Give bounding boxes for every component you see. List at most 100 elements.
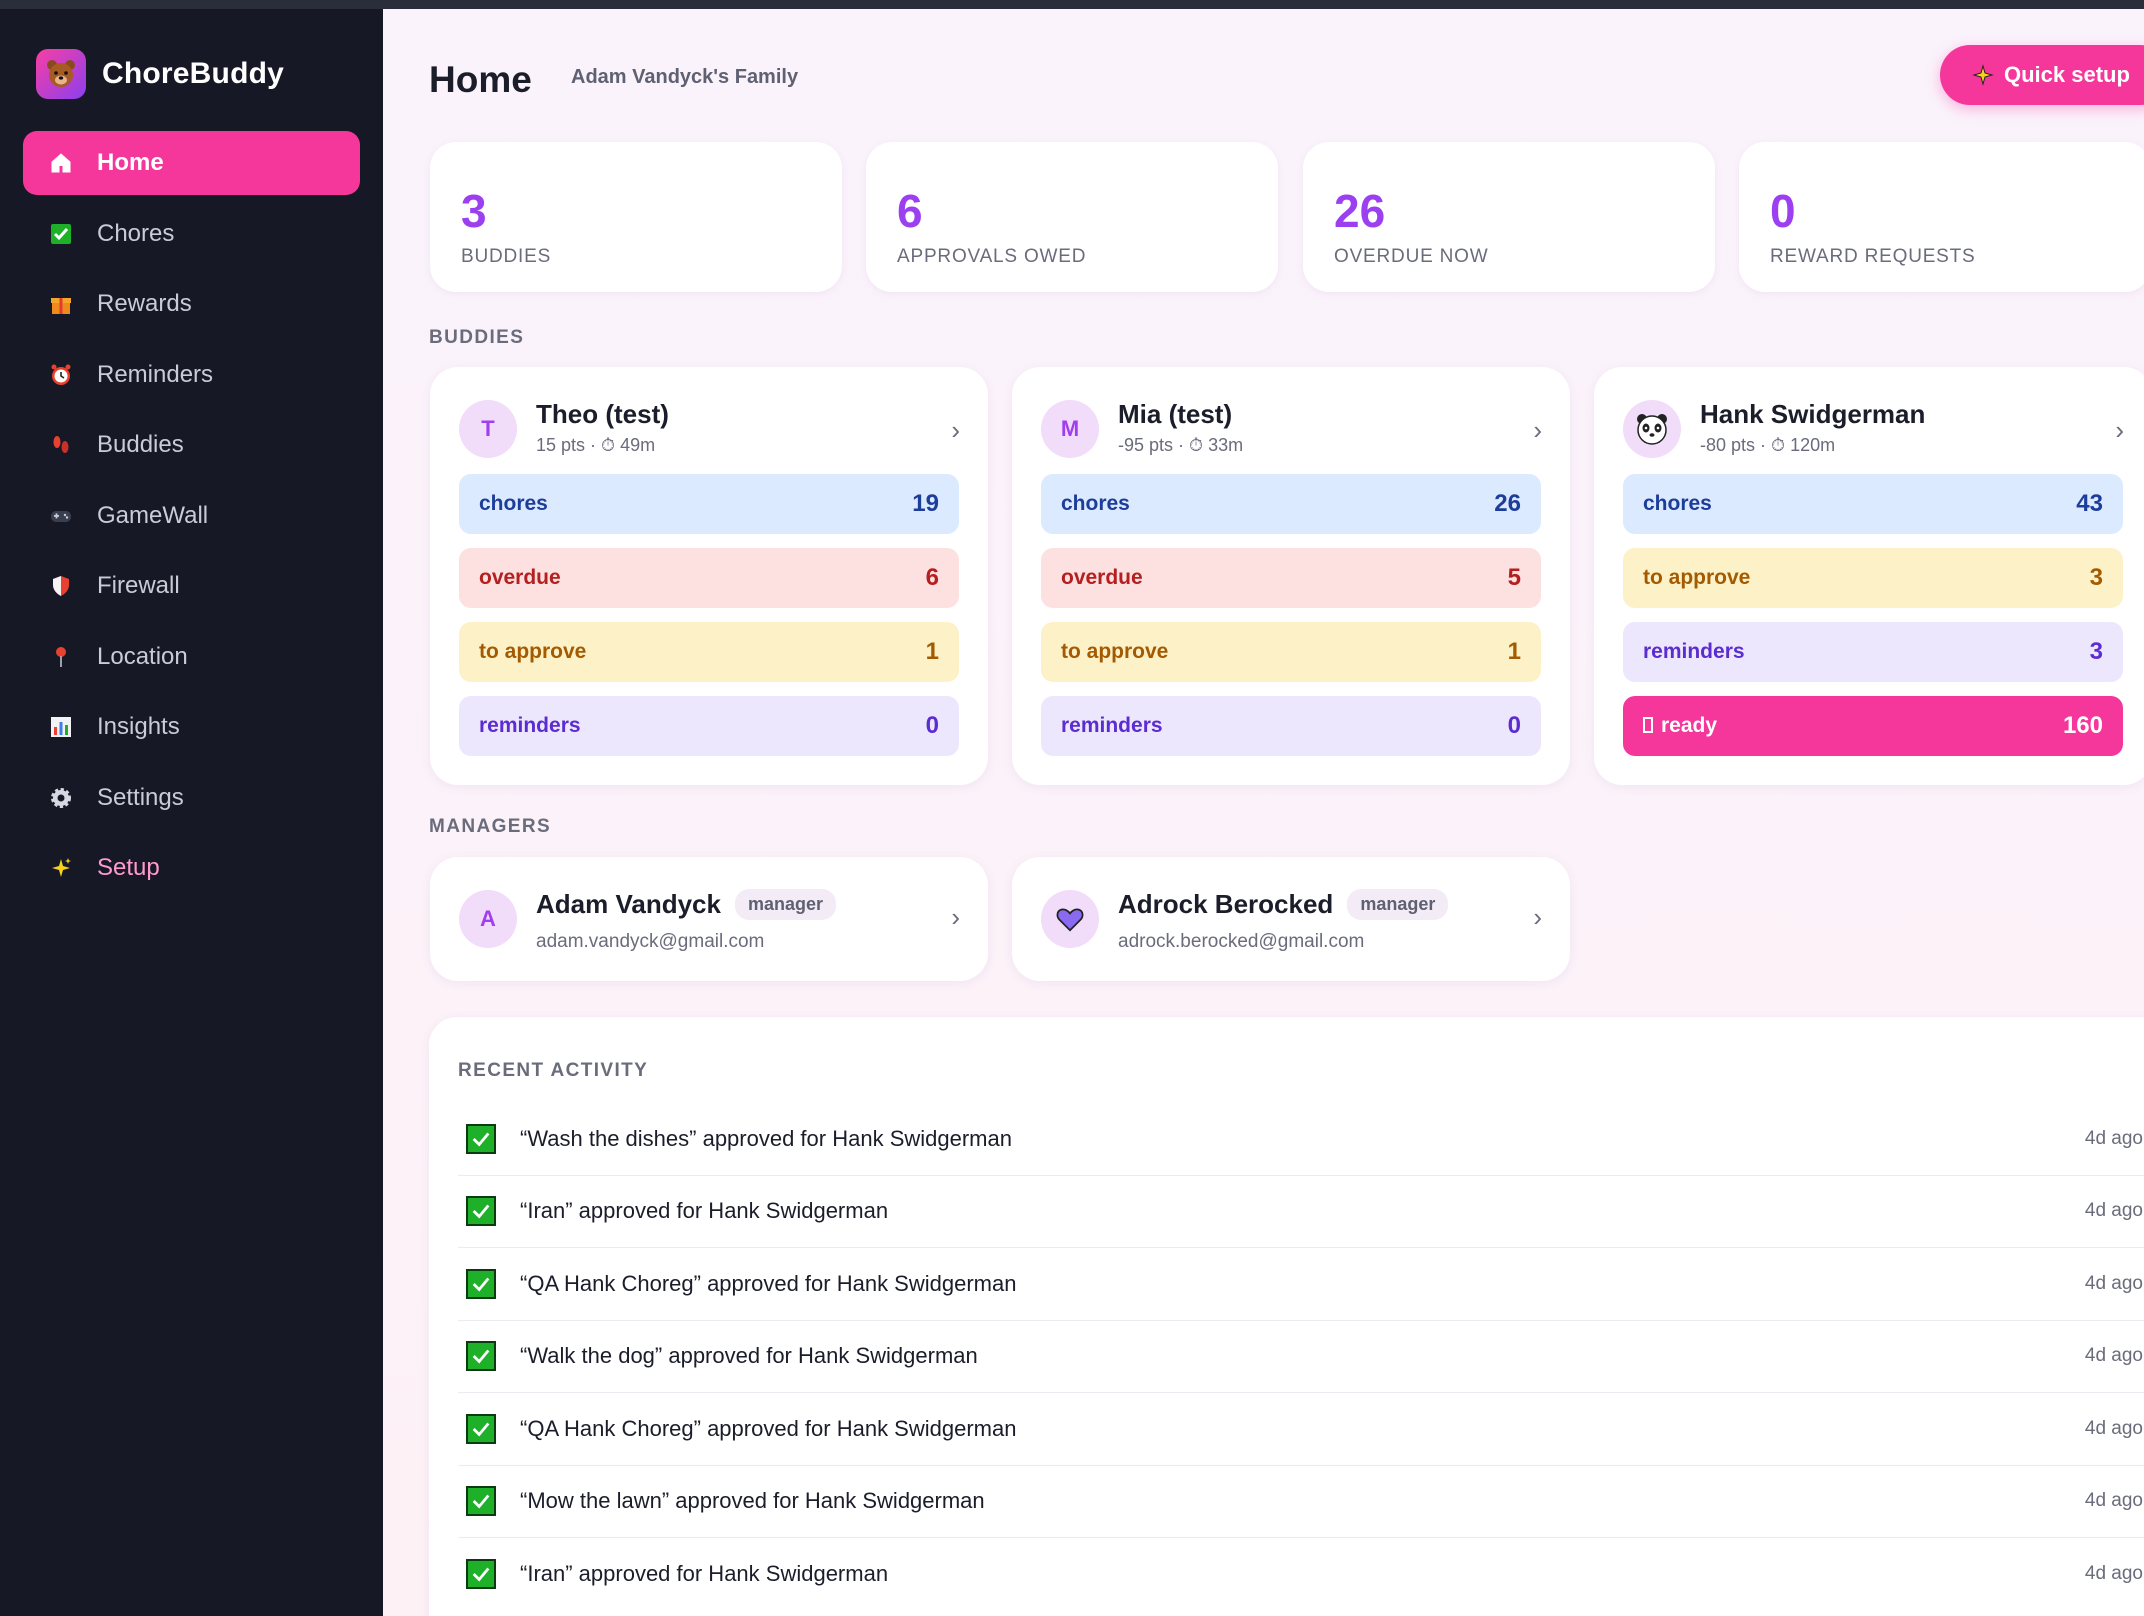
stat-value: 6: [897, 185, 923, 237]
row-label: to approve: [479, 640, 587, 663]
bear-icon: [36, 49, 86, 99]
activity-item[interactable]: “Mow the lawn” approved for Hank Swidger…: [458, 1466, 2144, 1538]
sidebar: ChoreBuddy Home Chores Rewards Reminders: [0, 9, 383, 1616]
sidebar-item-label: Setup: [97, 854, 160, 881]
chevron-right-icon[interactable]: ›: [2115, 415, 2124, 445]
checkmark-icon: [466, 1486, 496, 1517]
quick-setup-label: Quick setup: [2004, 62, 2130, 87]
row-value: 6: [925, 564, 939, 591]
activity-item[interactable]: “Wash the dishes” approved for Hank Swid…: [458, 1103, 2144, 1176]
row-label: chores: [1061, 492, 1130, 515]
checkmark-icon: [466, 1123, 496, 1154]
buddy-stat-reminders[interactable]: reminders 0: [459, 696, 959, 756]
row-value: 1: [1507, 638, 1521, 665]
activity-time: 4d ago: [2084, 1272, 2143, 1294]
buddy-stat-to-approve[interactable]: to approve 1: [459, 622, 959, 682]
checkmark-icon: [466, 1196, 496, 1227]
manager-card-adam[interactable]: A Adam Vandyck manager adam.vandyck@gmai…: [430, 857, 988, 981]
row-value: 5: [1507, 564, 1521, 591]
house-icon: [47, 149, 75, 177]
manager-email: adam.vandyck@gmail.com: [536, 931, 765, 952]
row-label: ready: [1661, 714, 1718, 737]
activity-item[interactable]: “Walk the dog” approved for Hank Swidger…: [458, 1321, 2144, 1393]
buddy-card-theo[interactable]: T Theo (test) 15 pts · ⏱ 49m › chores 19…: [430, 367, 988, 785]
stat-value: 3: [461, 185, 487, 237]
shield-icon: [47, 572, 75, 600]
alarm-clock-icon: [47, 361, 75, 389]
gift-icon: [47, 290, 75, 318]
footprints-icon: [47, 431, 75, 459]
sidebar-item-firewall[interactable]: Firewall: [23, 554, 360, 618]
check-icon: [47, 220, 75, 248]
buddy-name: Mia (test): [1118, 399, 1233, 429]
buddy-stat-to-approve[interactable]: to approve 1: [1041, 622, 1541, 682]
buddy-stat-overdue[interactable]: overdue 6: [459, 548, 959, 608]
buddy-meta: -95 pts · ⏱ 33m: [1118, 435, 1244, 455]
row-value: 3: [2089, 638, 2103, 665]
manager-card-adrock[interactable]: Adrock Berocked manager adrock.berocked@…: [1012, 857, 1570, 981]
chevron-right-icon[interactable]: ›: [951, 415, 960, 445]
role-badge: manager: [734, 889, 837, 920]
sidebar-item-settings[interactable]: Settings: [23, 766, 360, 830]
sidebar-item-insights[interactable]: Insights: [23, 695, 360, 759]
stat-label: OVERDUE NOW: [1334, 246, 1489, 267]
brand[interactable]: ChoreBuddy: [36, 49, 284, 99]
quick-setup-button[interactable]: Quick setup: [1940, 45, 2144, 105]
sidebar-item-home[interactable]: Home: [23, 131, 360, 195]
sidebar-item-rewards[interactable]: Rewards: [23, 272, 360, 336]
sidebar-nav: Home Chores Rewards Reminders Buddies: [23, 131, 360, 907]
gear-icon: [47, 784, 75, 812]
sparkles-icon: [47, 854, 75, 882]
role-badge: manager: [1347, 889, 1449, 920]
chevron-right-icon[interactable]: ›: [1533, 902, 1542, 932]
heart-icon: [1041, 890, 1099, 948]
stat-label: BUDDIES: [461, 246, 552, 267]
buddy-stat-ready[interactable]: ready 160: [1623, 696, 2123, 756]
activity-time: 4d ago: [2084, 1417, 2143, 1439]
activity-item[interactable]: “QA Hank Choreg” approved for Hank Swidg…: [458, 1393, 2144, 1466]
chevron-right-icon[interactable]: ›: [1533, 415, 1542, 445]
sidebar-item-label: Home: [97, 149, 164, 176]
checkmark-icon: [466, 1268, 496, 1299]
buddy-card-hank[interactable]: Hank Swidgerman -80 pts · ⏱ 120m › chore…: [1594, 367, 2144, 785]
buddy-stat-overdue[interactable]: overdue 5: [1041, 548, 1541, 608]
buddy-stat-reminders[interactable]: reminders 0: [1041, 696, 1541, 756]
activity-text: “Mow the lawn” approved for Hank Swidger…: [520, 1488, 985, 1514]
avatar: A: [459, 890, 517, 948]
sidebar-item-location[interactable]: Location: [23, 625, 360, 689]
row-value: 43: [2076, 490, 2103, 517]
row-value: 19: [912, 490, 939, 517]
window-top-strip: [0, 0, 2144, 9]
chevron-right-icon[interactable]: ›: [951, 902, 960, 932]
section-heading-activity: RECENT ACTIVITY: [458, 1060, 649, 1081]
activity-item[interactable]: “Iran” approved for Hank Swidgerman 4d a…: [458, 1176, 2144, 1248]
buddy-stat-chores[interactable]: chores 19: [459, 474, 959, 534]
row-label: reminders: [1643, 640, 1745, 663]
activity-text: “Iran” approved for Hank Swidgerman: [520, 1561, 889, 1587]
stat-label: APPROVALS OWED: [897, 246, 1087, 267]
sidebar-item-label: Firewall: [97, 572, 180, 599]
manager-name-wrap: Adam Vandyck manager: [536, 889, 837, 920]
stat-label: REWARD REQUESTS: [1770, 246, 1976, 267]
buddy-stat-to-approve[interactable]: to approve 3: [1623, 548, 2123, 608]
row-label: chores: [479, 492, 548, 515]
sidebar-item-reminders[interactable]: Reminders: [23, 343, 360, 407]
sidebar-item-gamewall[interactable]: GameWall: [23, 484, 360, 548]
manager-name-wrap: Adrock Berocked manager: [1118, 889, 1449, 920]
buddy-stat-reminders[interactable]: reminders 3: [1623, 622, 2123, 682]
family-name: Adam Vandyck's Family: [571, 66, 799, 88]
activity-item[interactable]: “Iran” approved for Hank Swidgerman 4d a…: [458, 1538, 2144, 1611]
buddy-stat-chores[interactable]: chores 26: [1041, 474, 1541, 534]
sidebar-item-setup[interactable]: Setup: [23, 836, 360, 900]
buddy-stat-chores[interactable]: chores 43: [1623, 474, 2123, 534]
ready-box-icon: [1643, 717, 1653, 733]
row-value: 3: [2089, 564, 2103, 591]
sidebar-item-chores[interactable]: Chores: [23, 202, 360, 266]
activity-list: “Wash the dishes” approved for Hank Swid…: [458, 1103, 2144, 1611]
activity-item[interactable]: “QA Hank Choreg” approved for Hank Swidg…: [458, 1248, 2144, 1321]
panda-icon: [1623, 400, 1681, 458]
ready-label-wrap: ready: [1643, 714, 1717, 738]
sidebar-item-buddies[interactable]: Buddies: [23, 413, 360, 477]
buddy-card-mia[interactable]: M Mia (test) -95 pts · ⏱ 33m › chores 26…: [1012, 367, 1570, 785]
row-label: reminders: [1061, 714, 1163, 737]
